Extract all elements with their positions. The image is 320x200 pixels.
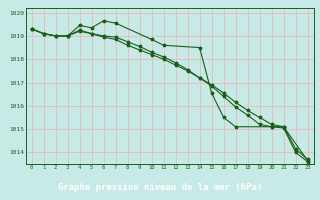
Text: Graphe pression niveau de la mer (hPa): Graphe pression niveau de la mer (hPa)	[58, 183, 262, 192]
